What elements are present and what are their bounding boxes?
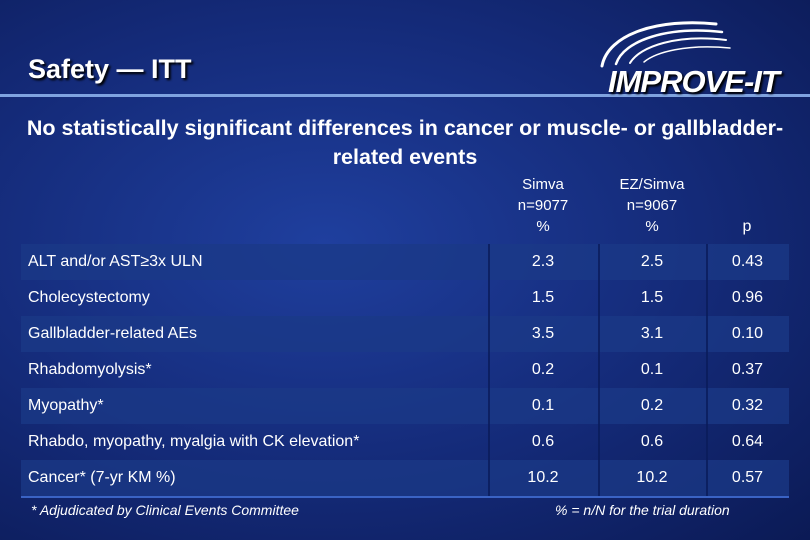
ezsimva-value: 0.6 (640, 433, 664, 450)
table-row: Rhabdo, myopathy, myalgia with CK elevat… (21, 424, 789, 460)
column-header-ezsimva-name: EZ/Simva (619, 176, 685, 193)
table-row: Cancer* (7-yr KM %) 10.2 10.2 0.57 (21, 460, 789, 498)
column-divider (706, 244, 708, 496)
safety-table: ALT and/or AST≥3x ULN 2.3 2.5 0.43 Chole… (21, 244, 789, 498)
ezsimva-value: 0.1 (640, 361, 664, 378)
simva-value: 2.3 (531, 253, 555, 270)
simva-value: 1.5 (531, 289, 555, 306)
row-label: Rhabdomyolysis* (28, 361, 152, 378)
row-label: Myopathy* (28, 397, 104, 414)
column-divider (598, 244, 600, 496)
column-header-simva-name: Simva (522, 176, 564, 193)
column-header-ezsimva: EZ/Simva n=9067 % (598, 174, 706, 237)
column-header-p: p (742, 218, 752, 235)
p-value: 0.37 (731, 361, 764, 378)
column-header-simva: Simva n=9077 % (488, 174, 598, 237)
p-value: 0.96 (731, 289, 764, 306)
table-row: ALT and/or AST≥3x ULN 2.3 2.5 0.43 (21, 244, 789, 280)
slide-title: Safety — ITT (28, 54, 192, 84)
column-divider (488, 244, 490, 496)
simva-value: 0.6 (531, 433, 555, 450)
title-divider (0, 94, 810, 97)
improve-it-logo: IMPROVE-IT (598, 14, 798, 99)
column-header-simva-unit: % (536, 218, 550, 235)
ezsimva-value: 2.5 (640, 253, 664, 270)
row-label: Cholecystectomy (28, 289, 150, 306)
ezsimva-value: 0.2 (640, 397, 664, 414)
simva-value: 0.1 (531, 397, 555, 414)
p-value: 0.10 (731, 325, 764, 342)
row-label: Gallbladder-related AEs (28, 325, 197, 342)
p-value: 0.57 (731, 469, 764, 486)
p-value: 0.64 (731, 433, 764, 450)
ezsimva-value: 1.5 (640, 289, 664, 306)
logo-text: IMPROVE-IT (608, 64, 780, 99)
simva-value: 10.2 (527, 469, 559, 486)
column-header-ezsimva-n: n=9067 (626, 197, 678, 214)
table-row: Rhabdomyolysis* 0.2 0.1 0.37 (21, 352, 789, 388)
logo-swoosh-icon (600, 21, 731, 68)
row-label: ALT and/or AST≥3x ULN (28, 253, 203, 270)
p-value: 0.32 (731, 397, 764, 414)
table-row: Gallbladder-related AEs 3.5 3.1 0.10 (21, 316, 789, 352)
table-row: Myopathy* 0.1 0.2 0.32 (21, 388, 789, 424)
footnote-percent-definition: % = n/N for the trial duration (555, 502, 730, 518)
slide-subtitle: No statistically significant differences… (26, 116, 784, 169)
ezsimva-value: 10.2 (636, 469, 668, 486)
simva-value: 3.5 (531, 325, 555, 342)
row-label: Cancer* (7-yr KM %) (28, 469, 176, 486)
footnote-adjudicated: * Adjudicated by Clinical Events Committ… (31, 502, 299, 518)
simva-value: 0.2 (531, 361, 555, 378)
column-header-ezsimva-unit: % (645, 218, 659, 235)
row-label: Rhabdo, myopathy, myalgia with CK elevat… (28, 433, 360, 450)
column-header-simva-n: n=9077 (517, 197, 569, 214)
p-value: 0.43 (731, 253, 764, 270)
ezsimva-value: 3.1 (640, 325, 664, 342)
table-row: Cholecystectomy 1.5 1.5 0.96 (21, 280, 789, 316)
